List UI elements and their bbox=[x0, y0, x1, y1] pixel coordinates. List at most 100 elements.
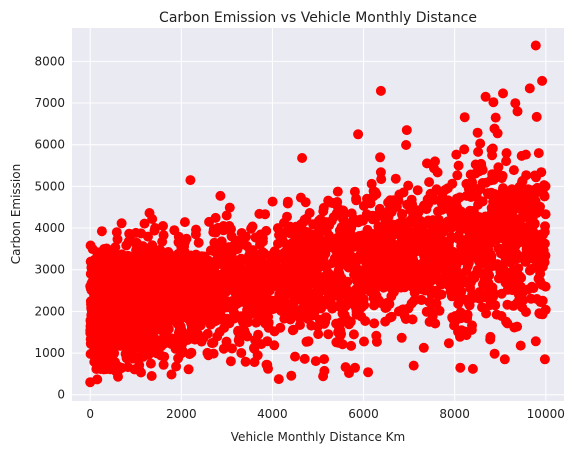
scatter-point bbox=[346, 340, 357, 351]
scatter-point bbox=[224, 202, 235, 213]
scatter-point bbox=[359, 284, 370, 295]
scatter-point bbox=[132, 352, 143, 363]
scatter-point bbox=[386, 291, 397, 302]
scatter-point bbox=[158, 258, 169, 269]
scatter-point bbox=[491, 204, 502, 215]
scatter-point bbox=[412, 185, 423, 196]
scatter-point bbox=[108, 278, 119, 288]
scatter-point bbox=[168, 289, 179, 300]
scatter-point bbox=[313, 329, 324, 340]
scatter-point bbox=[116, 278, 127, 289]
scatter-point bbox=[344, 368, 354, 379]
scatter-point bbox=[298, 272, 309, 282]
scatter-point bbox=[369, 286, 380, 296]
scatter-point bbox=[333, 203, 344, 213]
scatter-point bbox=[240, 291, 251, 302]
scatter-point bbox=[250, 335, 261, 346]
scatter-point bbox=[466, 226, 477, 237]
scatter-point bbox=[247, 221, 258, 232]
scatter-point bbox=[463, 237, 474, 248]
scatter-point bbox=[303, 336, 314, 347]
scatter-point bbox=[460, 294, 471, 305]
scatter-point bbox=[502, 299, 513, 310]
scatter-point bbox=[455, 362, 466, 373]
scatter-point bbox=[316, 216, 327, 227]
scatter-point bbox=[112, 234, 123, 245]
scatter-point bbox=[421, 306, 432, 317]
scatter-point bbox=[370, 188, 381, 199]
scatter-point bbox=[431, 264, 442, 275]
scatter-point bbox=[422, 158, 432, 169]
scatter-point bbox=[526, 281, 537, 292]
scatter-point bbox=[433, 290, 444, 301]
scatter-point bbox=[358, 200, 369, 211]
scatter-point bbox=[233, 335, 244, 346]
scatter-point bbox=[85, 377, 96, 388]
scatter-point bbox=[173, 353, 184, 364]
scatter-point bbox=[521, 170, 532, 181]
scatter-point bbox=[397, 209, 408, 220]
scatter-point bbox=[144, 208, 155, 218]
scatter-point bbox=[282, 211, 292, 222]
scatter-point bbox=[363, 367, 374, 378]
scatter-point bbox=[515, 340, 526, 351]
scatter-point bbox=[219, 257, 230, 268]
scatter-point bbox=[151, 337, 161, 348]
scatter-point bbox=[297, 251, 308, 262]
scatter-point bbox=[451, 149, 462, 160]
scatter-point bbox=[193, 237, 204, 248]
scatter-point bbox=[226, 231, 237, 242]
scatter-point bbox=[203, 292, 214, 302]
scatter-point bbox=[501, 148, 512, 159]
scatter-point bbox=[169, 225, 180, 236]
scatter-point bbox=[455, 313, 466, 324]
scatter-point bbox=[426, 284, 437, 295]
scatter-point bbox=[310, 356, 321, 367]
scatter-point bbox=[299, 353, 310, 364]
scatter-point bbox=[102, 322, 113, 332]
scatter-point bbox=[424, 316, 435, 327]
x-tick-label: 10000 bbox=[527, 407, 565, 421]
scatter-point bbox=[369, 318, 380, 329]
scatter-point bbox=[221, 210, 232, 221]
scatter-point bbox=[475, 138, 486, 149]
scatter-point bbox=[436, 241, 446, 252]
scatter-point bbox=[538, 245, 549, 256]
scatter-point bbox=[382, 281, 393, 292]
scatter-point bbox=[497, 259, 508, 270]
scatter-point bbox=[199, 251, 210, 262]
scatter-point bbox=[370, 210, 381, 221]
scatter-point bbox=[131, 237, 142, 248]
scatter-point bbox=[507, 206, 518, 217]
scatter-point bbox=[359, 232, 370, 243]
scatter-point bbox=[386, 311, 397, 322]
scatter-point bbox=[471, 191, 482, 202]
scatter-point bbox=[526, 293, 536, 304]
scatter-point bbox=[188, 297, 198, 308]
scatter-point bbox=[459, 144, 470, 155]
scatter-point bbox=[97, 267, 108, 278]
scatter-point bbox=[398, 307, 409, 318]
scatter-point bbox=[190, 327, 201, 338]
scatter-point bbox=[355, 214, 366, 225]
scatter-point bbox=[286, 370, 297, 381]
scatter-point bbox=[226, 250, 237, 261]
scatter-point bbox=[499, 354, 510, 365]
scatter-point bbox=[208, 224, 219, 235]
scatter-point bbox=[481, 236, 492, 247]
scatter-point bbox=[540, 181, 551, 192]
scatter-point bbox=[120, 252, 131, 263]
scatter-point bbox=[488, 291, 499, 302]
y-tick-label: 0 bbox=[57, 388, 65, 402]
scatter-point bbox=[139, 218, 150, 229]
scatter-point bbox=[261, 225, 272, 236]
scatter-point bbox=[189, 279, 200, 289]
scatter-point bbox=[317, 280, 327, 290]
scatter-point bbox=[459, 221, 470, 232]
scatter-point bbox=[183, 364, 194, 375]
scatter-point bbox=[516, 272, 527, 283]
scatter-point bbox=[471, 219, 482, 230]
scatter-point bbox=[320, 317, 331, 327]
scatter-point bbox=[158, 251, 169, 262]
scatter-point bbox=[430, 255, 441, 266]
